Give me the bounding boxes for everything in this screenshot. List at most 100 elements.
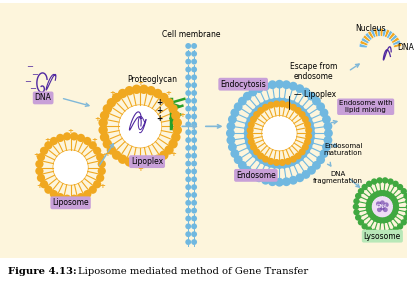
Circle shape <box>284 99 293 107</box>
Wedge shape <box>363 35 371 42</box>
Circle shape <box>238 161 247 170</box>
Circle shape <box>324 129 333 138</box>
Circle shape <box>63 132 71 141</box>
Circle shape <box>370 193 376 200</box>
Circle shape <box>191 106 197 112</box>
Circle shape <box>267 158 274 165</box>
Circle shape <box>400 188 407 194</box>
Circle shape <box>191 223 197 229</box>
Circle shape <box>316 155 325 164</box>
Circle shape <box>185 200 191 206</box>
Circle shape <box>295 105 304 114</box>
Circle shape <box>366 206 372 213</box>
Circle shape <box>295 153 304 161</box>
Circle shape <box>372 192 378 198</box>
Circle shape <box>191 200 197 206</box>
Circle shape <box>107 145 116 155</box>
Wedge shape <box>393 40 401 46</box>
Circle shape <box>368 212 374 218</box>
Circle shape <box>247 132 254 140</box>
Circle shape <box>98 160 106 168</box>
Text: +: + <box>165 90 171 96</box>
Text: Proteoglycan: Proteoglycan <box>127 75 177 84</box>
Circle shape <box>299 108 308 117</box>
Circle shape <box>305 132 312 140</box>
Circle shape <box>228 115 237 124</box>
Text: DNA
fragmentation: DNA fragmentation <box>313 171 363 184</box>
Circle shape <box>262 115 297 151</box>
Circle shape <box>185 184 191 190</box>
Circle shape <box>191 59 197 65</box>
Text: +: + <box>170 151 176 157</box>
Circle shape <box>70 195 78 203</box>
Circle shape <box>243 166 252 175</box>
Circle shape <box>289 176 298 185</box>
Circle shape <box>266 99 275 107</box>
Circle shape <box>273 101 280 107</box>
Circle shape <box>35 167 44 175</box>
Text: +: + <box>36 183 42 189</box>
Circle shape <box>249 88 257 96</box>
Circle shape <box>303 142 312 151</box>
Circle shape <box>320 109 328 117</box>
Circle shape <box>153 154 162 164</box>
Circle shape <box>96 153 104 161</box>
Circle shape <box>245 120 254 129</box>
Circle shape <box>139 159 149 168</box>
Wedge shape <box>382 29 387 37</box>
Circle shape <box>191 98 197 104</box>
Circle shape <box>103 104 112 113</box>
Circle shape <box>299 148 306 156</box>
Circle shape <box>112 93 121 102</box>
Circle shape <box>356 180 409 233</box>
Circle shape <box>290 156 297 163</box>
Circle shape <box>191 216 197 221</box>
Circle shape <box>262 100 271 109</box>
Circle shape <box>387 229 394 235</box>
Circle shape <box>35 160 44 168</box>
Circle shape <box>279 160 288 169</box>
Circle shape <box>244 129 252 138</box>
Circle shape <box>284 102 291 109</box>
Wedge shape <box>370 29 376 38</box>
Circle shape <box>393 181 399 187</box>
Circle shape <box>251 108 260 117</box>
Circle shape <box>258 155 267 164</box>
Circle shape <box>146 157 156 167</box>
Text: +: + <box>104 151 110 157</box>
Circle shape <box>185 59 191 65</box>
Text: Escape from
endosome: Escape from endosome <box>290 62 337 81</box>
Circle shape <box>405 209 411 215</box>
Wedge shape <box>367 31 374 39</box>
Circle shape <box>361 184 368 190</box>
Circle shape <box>230 109 239 117</box>
Wedge shape <box>365 33 372 40</box>
Circle shape <box>44 141 53 149</box>
Circle shape <box>372 215 378 222</box>
Circle shape <box>191 168 197 175</box>
Circle shape <box>191 113 197 120</box>
Circle shape <box>380 205 385 210</box>
Circle shape <box>132 159 141 168</box>
Circle shape <box>279 101 286 107</box>
Circle shape <box>355 214 361 221</box>
Circle shape <box>185 239 191 245</box>
Text: +: + <box>80 199 86 204</box>
Circle shape <box>273 159 280 166</box>
Circle shape <box>263 117 296 150</box>
Circle shape <box>271 98 279 107</box>
Circle shape <box>384 202 389 207</box>
Circle shape <box>93 147 101 155</box>
Circle shape <box>376 230 383 236</box>
Circle shape <box>168 104 178 113</box>
Text: +: + <box>157 114 163 123</box>
Circle shape <box>185 51 191 57</box>
Circle shape <box>275 97 284 106</box>
Circle shape <box>250 143 257 151</box>
Circle shape <box>306 133 315 142</box>
Circle shape <box>191 122 197 127</box>
Circle shape <box>40 180 48 188</box>
Circle shape <box>383 190 390 197</box>
Text: −: − <box>29 85 36 94</box>
Circle shape <box>393 204 399 210</box>
